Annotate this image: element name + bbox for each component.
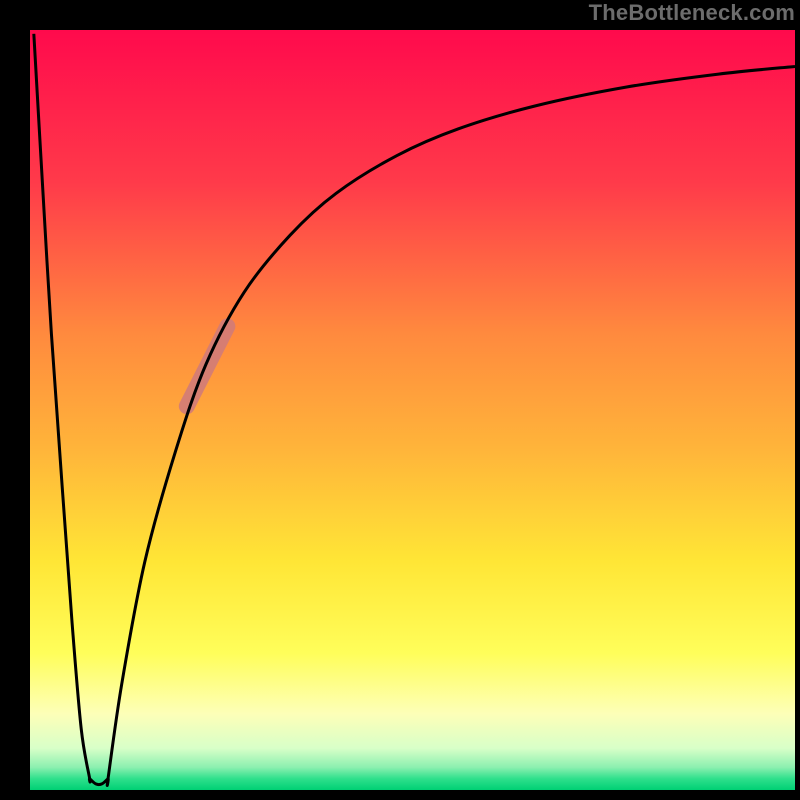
chart-container: TheBottleneck.com: [0, 0, 800, 800]
watermark-text: TheBottleneck.com: [589, 0, 795, 26]
plot-area: [30, 30, 795, 790]
chart-svg: [30, 30, 795, 790]
gradient-background: [30, 30, 795, 790]
